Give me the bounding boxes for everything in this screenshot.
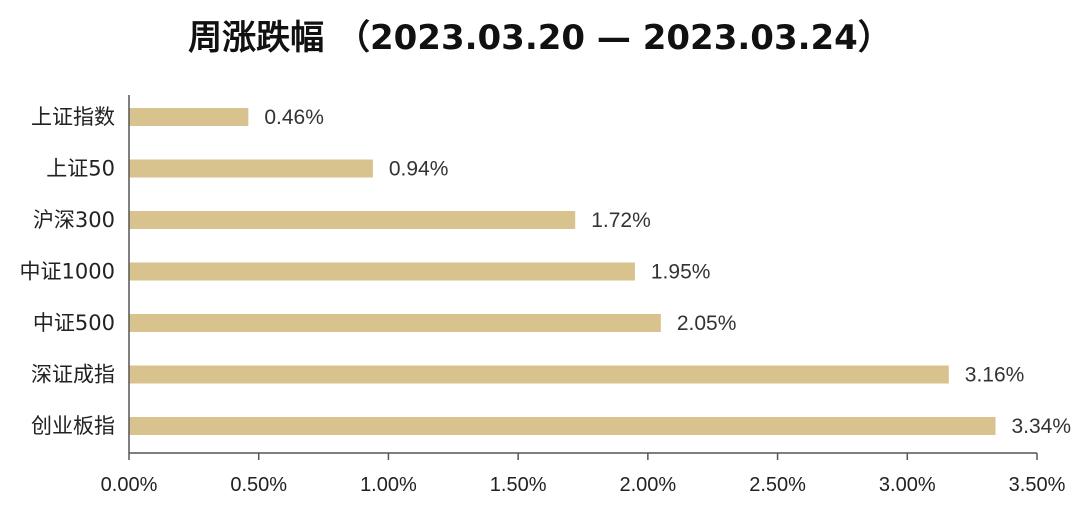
data-label: 2.05% [677,312,737,335]
category-label: 沪深300 [33,208,115,232]
x-tick-label: 2.50% [749,474,806,496]
category-label: 中证1000 [20,260,115,284]
bar-4 [129,262,635,281]
bar-2 [129,159,373,178]
data-label: 0.94% [389,158,449,181]
bar-1 [129,108,249,126]
bar-3 [129,211,576,229]
data-label: 3.16% [965,364,1025,387]
category-label: 创业板指 [31,414,115,438]
x-tick-label: 1.50% [490,474,547,496]
bar-7 [129,417,996,435]
category-label: 上证50 [46,157,115,181]
data-label: 0.46% [264,106,324,129]
bar-5 [129,314,661,332]
bar-6 [129,365,949,384]
category-label: 上证指数 [31,105,115,129]
category-label: 深证成指 [31,363,115,387]
x-tick-label: 0.50% [230,474,287,496]
x-tick-label: 3.00% [879,474,936,496]
chart-title: 周涨跌幅 （2023.03.20 — 2023.03.24） [188,18,892,58]
x-tick-label: 0.00% [101,474,158,496]
x-tick-label: 1.00% [360,474,417,496]
data-label: 1.95% [651,261,711,284]
data-label: 3.34% [1011,415,1071,438]
x-tick-label: 3.50% [1009,474,1066,496]
data-label: 1.72% [591,209,651,232]
category-label: 中证500 [33,311,115,335]
x-tick-label: 2.00% [619,474,676,496]
